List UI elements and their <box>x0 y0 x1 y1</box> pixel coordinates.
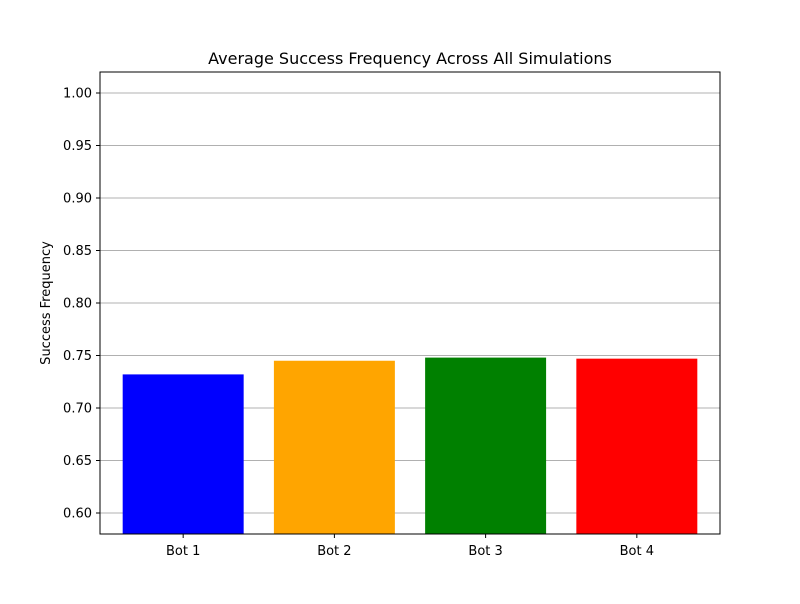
x-axis-ticks: Bot 1 Bot 2 Bot 3 Bot 4 <box>166 534 654 559</box>
x-tick-label: Bot 1 <box>166 544 200 559</box>
y-axis-label: Success Frequency <box>39 241 54 365</box>
x-tick-label: Bot 3 <box>468 544 502 559</box>
y-tick-label: 0.70 <box>63 402 92 417</box>
bar-bot-3 <box>425 357 547 534</box>
y-tick-label: 0.60 <box>63 507 92 522</box>
y-tick-label: 0.90 <box>63 192 92 207</box>
y-tick-label: 0.95 <box>63 139 92 154</box>
y-axis-ticks: 0.60 0.65 0.70 0.75 0.80 0.85 0.90 0.95 1.00 <box>63 87 100 522</box>
y-tick-label: 0.85 <box>63 244 92 259</box>
x-tick-label: Bot 4 <box>620 544 654 559</box>
y-tick-label: 0.65 <box>63 454 92 469</box>
bars <box>122 357 698 534</box>
y-tick-label: 0.80 <box>63 297 92 312</box>
y-tick-label: 0.75 <box>63 349 92 364</box>
bar-bot-4 <box>576 358 698 534</box>
chart-title: Average Success Frequency Across All Sim… <box>208 49 612 68</box>
bar-bot-1 <box>122 374 244 534</box>
bar-bot-2 <box>273 360 395 534</box>
x-tick-label: Bot 2 <box>317 544 351 559</box>
y-tick-label: 1.00 <box>63 87 92 102</box>
